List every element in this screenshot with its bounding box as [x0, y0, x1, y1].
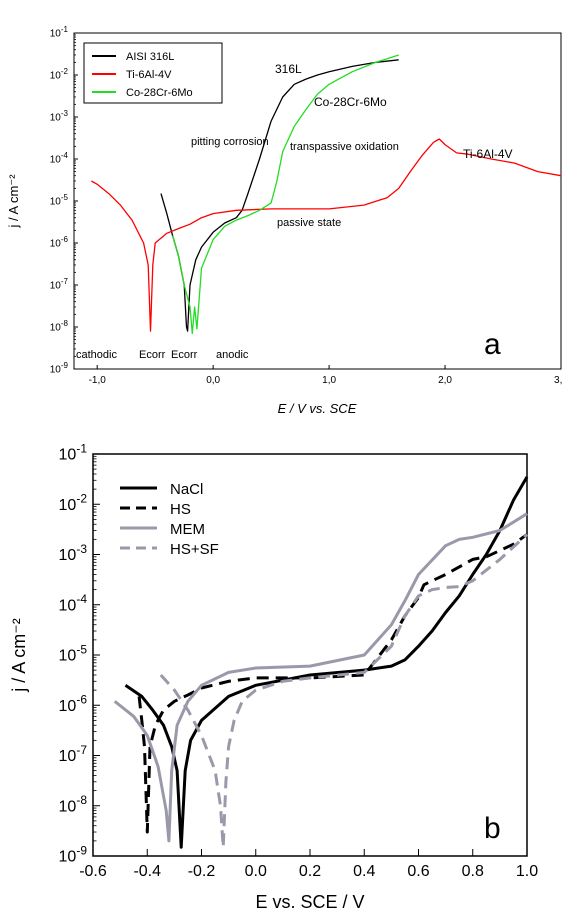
y-tick-label-a-1: 10-8	[50, 319, 69, 334]
legend-a-label-2: Co-28Cr-6Mo	[126, 87, 193, 99]
chart-a-legend: AISI 316L Ti-6Al-4V Co-28Cr-6Mo	[83, 42, 223, 104]
y-tick-label-b-6: 10-3	[59, 542, 88, 564]
annotation-ecorr-2: Ecorr	[171, 349, 198, 361]
y-tick-exponent: -5	[76, 642, 87, 656]
y-tick-exponent: -3	[61, 109, 69, 118]
y-tick-label-a-8: 10-1	[50, 25, 69, 40]
annotation-ti-6al-4v: Ti-6Al-4V	[463, 147, 513, 161]
y-tick-label-b-5: 10-4	[59, 592, 88, 614]
legend-b-label-0: NaCl	[170, 481, 203, 498]
y-tick-exponent: -8	[76, 793, 87, 807]
chart-b-axes: 10-910-810-710-610-510-410-310-210-1-0.6…	[59, 441, 539, 880]
series-b-nacl	[124, 476, 529, 849]
chart-b-plot-frame	[92, 453, 528, 857]
annotation-transpassive-oxidation: transpassive oxidation	[290, 141, 399, 153]
chart-a-xlabel: E / V vs. SCE	[278, 401, 357, 416]
x-tick-label-b-4: 0.2	[299, 863, 321, 880]
x-tick-label-b-3: 0.0	[245, 863, 267, 880]
annotation-cathodic: cathodic	[76, 349, 117, 361]
y-tick-exponent: -5	[61, 193, 69, 202]
legend-a-label-0: AISI 316L	[126, 51, 174, 63]
y-tick-exponent: -9	[61, 361, 69, 370]
y-tick-label-b-8: 10-1	[59, 441, 88, 463]
chart-a-series	[91, 54, 562, 335]
y-tick-label-a-0: 10-9	[50, 361, 69, 376]
y-tick-label-b-3: 10-6	[59, 693, 88, 715]
x-tick-label-b-0: -0.6	[79, 863, 107, 880]
y-tick-label-b-7: 10-2	[59, 492, 88, 514]
legend-b-label-2: MEM	[170, 521, 205, 538]
y-tick-exponent: -6	[61, 235, 69, 244]
annotation-anodic: anodic	[216, 349, 249, 361]
y-tick-label-a-3: 10-6	[50, 235, 69, 250]
y-tick-exponent: -1	[61, 25, 69, 34]
annotation-316L: 316L	[275, 62, 302, 76]
x-tick-label-a-4: 3,0	[554, 375, 562, 386]
x-tick-label-b-2: -0.2	[188, 863, 216, 880]
chart-b-ylabel: j / A cm⁻²	[9, 618, 29, 693]
series-b-hs-sf	[159, 533, 529, 849]
y-tick-exponent: -7	[76, 743, 87, 757]
series-a-co-28cr-6mo	[171, 54, 399, 335]
chart-b-legend: NaCl HS MEM HS+SF	[120, 481, 219, 558]
annotation-passive-state: passive state	[277, 217, 341, 229]
x-tick-label-b-5: 0.4	[353, 863, 375, 880]
x-tick-label-b-8: 1.0	[516, 863, 538, 880]
series-b-mem	[113, 512, 528, 843]
y-tick-exponent: -7	[61, 277, 69, 286]
chart-b-panel-label: b	[484, 812, 501, 845]
chart-b-xlabel: E vs. SCE / V	[255, 892, 364, 912]
x-tick-label-a-1: 0,0	[206, 375, 220, 386]
y-tick-exponent: -6	[76, 693, 87, 707]
chart-a-panel-label: a	[484, 328, 501, 361]
annotation-pitting-corrosion: pitting corrosion	[191, 136, 269, 148]
y-tick-label-b-1: 10-8	[59, 793, 88, 815]
legend-a-label-1: Ti-6Al-4V	[126, 69, 172, 81]
y-tick-exponent: -2	[61, 67, 69, 76]
x-tick-label-b-1: -0.4	[133, 863, 161, 880]
y-tick-label-b-2: 10-7	[59, 743, 88, 765]
y-tick-exponent: -8	[61, 319, 69, 328]
chart-b: 10-910-810-710-610-510-410-310-210-1-0.6…	[9, 441, 538, 912]
x-tick-label-a-0: -1,0	[89, 375, 107, 386]
y-tick-label-a-7: 10-2	[50, 67, 69, 82]
y-tick-exponent: -2	[76, 492, 87, 506]
y-tick-label-a-6: 10-3	[50, 109, 69, 124]
y-tick-exponent: -9	[76, 843, 87, 857]
x-tick-label-b-6: 0.6	[407, 863, 429, 880]
legend-b-label-3: HS+SF	[170, 541, 219, 558]
y-tick-label-a-4: 10-5	[50, 193, 69, 208]
annotation-co-28cr-6mo: Co-28Cr-6Mo	[314, 95, 387, 109]
annotation-pitting-corrosion-text: pitting corrosion	[191, 136, 269, 148]
x-tick-label-b-7: 0.8	[462, 863, 484, 880]
y-tick-exponent: -4	[76, 592, 87, 606]
y-tick-exponent: -4	[61, 151, 69, 160]
y-tick-exponent: -1	[76, 441, 87, 455]
y-tick-label-a-2: 10-7	[50, 277, 69, 292]
y-tick-label-a-5: 10-4	[50, 151, 69, 166]
chart-a-ylabel: j / A cm⁻²	[6, 174, 21, 229]
x-tick-label-a-2: 1,0	[322, 375, 336, 386]
series-a-ti-6al-4v	[91, 138, 562, 332]
chart-b-series	[113, 476, 529, 849]
y-tick-label-b-4: 10-5	[59, 642, 88, 664]
legend-b-label-1: HS	[170, 501, 191, 518]
y-tick-exponent: -3	[76, 542, 87, 556]
chart-a: 10-9 10-8 10-7 10-6 10-5 10-4 10-3 10-2 10-1 -1,0…	[6, 25, 562, 416]
series-b-hs	[137, 533, 528, 834]
x-tick-label-a-3: 2,0	[438, 375, 452, 386]
annotation-ecorr-1: Ecorr	[139, 349, 166, 361]
